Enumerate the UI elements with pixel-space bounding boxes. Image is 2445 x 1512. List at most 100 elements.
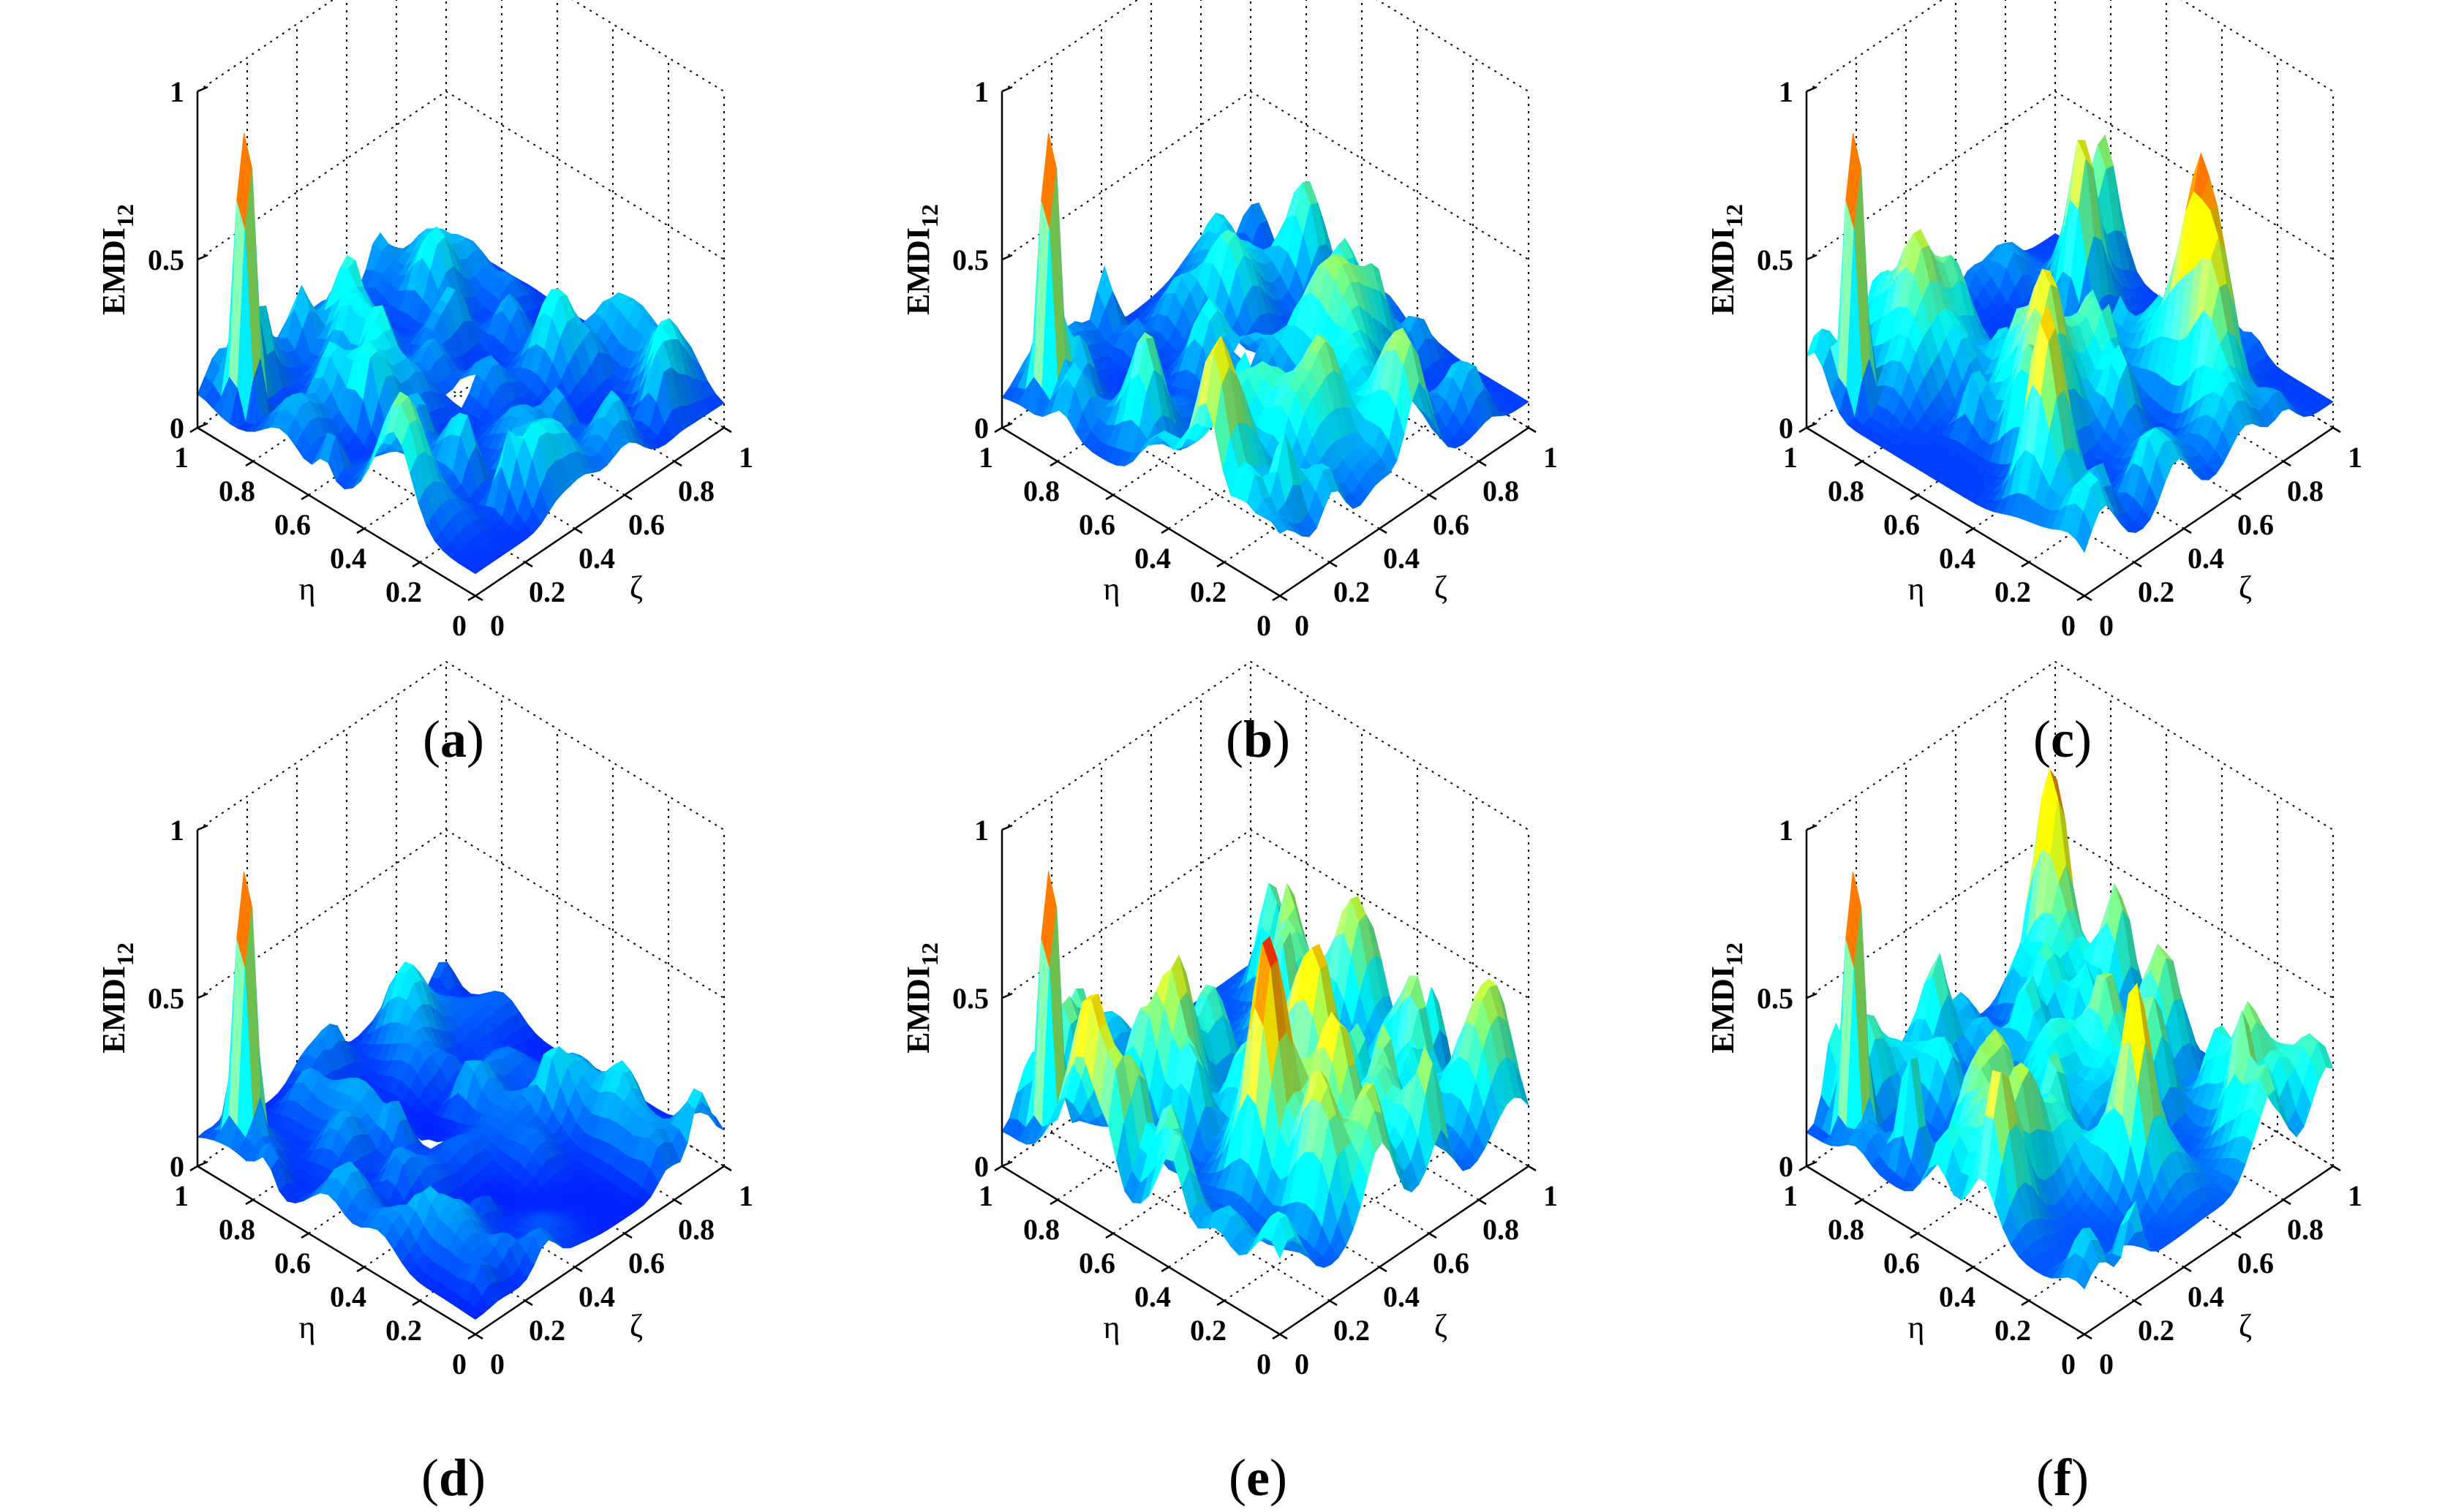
surface-patch (2076, 510, 2092, 553)
eta-tick (245, 1198, 254, 1206)
z-axis-label: EMDI12 (1705, 204, 1747, 315)
caption-open-paren: ( (2033, 710, 2052, 768)
zeta-axis-label: ζ (630, 1308, 643, 1344)
zeta-tick (1428, 494, 1437, 501)
zeta-axis-label: ζ (1434, 570, 1447, 605)
zeta-tick-label: 0.4 (2188, 542, 2224, 575)
eta-tick (994, 426, 1003, 434)
eta-tick-label: 0.4 (1939, 542, 1975, 575)
grid-line (1001, 90, 1529, 260)
zeta-tick (574, 1266, 583, 1273)
zeta-tick-label: 0 (2099, 609, 2114, 642)
eta-tick (467, 1333, 476, 1340)
z-tick-label: 1 (1779, 75, 1793, 108)
eta-tick-label: 0.4 (330, 542, 366, 575)
zeta-tick (624, 494, 633, 501)
grid-line (197, 660, 725, 831)
z-tick (197, 254, 208, 261)
eta-axis (1001, 426, 1281, 597)
eta-tick-label: 1 (979, 441, 993, 474)
eta-tick (412, 1299, 421, 1307)
surface-patch (467, 1307, 483, 1320)
caption-open-paren: ( (423, 710, 440, 768)
surface-patch (1271, 517, 1288, 534)
z-tick (197, 992, 208, 999)
z-axis-label-sub: 12 (916, 204, 943, 227)
zeta-tick (2233, 494, 2242, 501)
surface (197, 132, 725, 575)
caption-close-paren: ) (1273, 710, 1290, 768)
zeta-tick-label: 0.2 (2138, 575, 2174, 608)
zeta-axis (2084, 426, 2334, 597)
eta-tick-label: 1 (1783, 441, 1798, 474)
eta-tick-label: 0 (1257, 609, 1271, 642)
zeta-axis (475, 426, 725, 597)
panel-b: 0 0.5 1 1 0.8 0.6 0.4 0.2 0 0 0.2 0.4 0.6 0.8 1 η ζ EMDI1… (856, 0, 1660, 768)
zeta-tick (524, 1299, 533, 1307)
eta-tick (1050, 460, 1058, 467)
caption-letter: a (440, 710, 467, 768)
eta-tick (1105, 494, 1114, 501)
z-tick (197, 86, 208, 93)
z-tick-label: 0.5 (1757, 243, 1793, 276)
eta-axis-label: η (1907, 571, 1924, 607)
eta-axis-label: η (1103, 571, 1120, 607)
eta-tick (2076, 594, 2085, 602)
zeta-tick (1279, 594, 1288, 602)
eta-tick (301, 494, 309, 501)
eta-tick-label: 0 (452, 1347, 467, 1380)
panel-e: 0 0.5 1 1 0.8 0.6 0.4 0.2 0 0 0.2 0.4 0.6 0.8 1 η ζ EMDI1… (856, 660, 1660, 1507)
zeta-tick (2183, 527, 2192, 534)
grid-line (1224, 1132, 1474, 1301)
grid-line (197, 0, 725, 92)
zeta-tick (475, 1333, 483, 1340)
caption-open-paren: ( (421, 1448, 439, 1507)
zeta-tick-label: 0 (1295, 609, 1309, 642)
z-tick-label: 0 (170, 1150, 184, 1183)
eta-axis-label: η (298, 1309, 315, 1345)
zeta-tick (2133, 561, 2142, 568)
eta-tick (1965, 527, 1974, 534)
zeta-axis (475, 1165, 725, 1336)
zeta-tick-label: 0.4 (579, 1280, 615, 1313)
z-axis-label: EMDI12 (96, 942, 138, 1054)
zeta-tick-label: 0.2 (529, 575, 565, 608)
eta-tick (2021, 561, 2030, 568)
zeta-tick-label: 0 (490, 609, 505, 642)
caption-letter: b (1243, 710, 1273, 768)
eta-tick (1216, 561, 1225, 568)
z-tick (1001, 86, 1013, 93)
zeta-tick-label: 0.6 (628, 1247, 665, 1279)
eta-tick (189, 426, 198, 434)
zeta-tick (475, 594, 483, 602)
zeta-tick-label: 1 (2348, 441, 2362, 474)
z-axis-label-sub: 12 (112, 204, 138, 227)
zeta-tick-label: 0.8 (2287, 475, 2324, 507)
zeta-tick (624, 1232, 633, 1239)
z-tick-label: 1 (170, 814, 184, 847)
eta-tick (1272, 594, 1281, 602)
zeta-tick (2332, 426, 2341, 434)
z-axis-label-sub: 12 (112, 942, 138, 966)
zeta-tick-label: 0.8 (678, 1213, 715, 1246)
eta-tick-label: 0.6 (1079, 508, 1115, 541)
grid-line (197, 90, 725, 260)
eta-tick-label: 0 (2061, 609, 2076, 642)
eta-tick-label: 0.4 (330, 1280, 366, 1313)
grid-line (1806, 0, 2334, 92)
eta-tick-label: 0 (452, 609, 467, 642)
surface-patch (701, 1101, 717, 1127)
z-tick-label: 1 (974, 75, 989, 108)
eta-tick (301, 1232, 309, 1239)
zeta-tick (1528, 426, 1537, 434)
eta-tick (1798, 426, 1807, 434)
eta-tick-label: 0.2 (385, 575, 422, 608)
eta-tick (467, 594, 476, 602)
zeta-tick (1329, 561, 1338, 568)
zeta-tick (2283, 460, 2291, 467)
